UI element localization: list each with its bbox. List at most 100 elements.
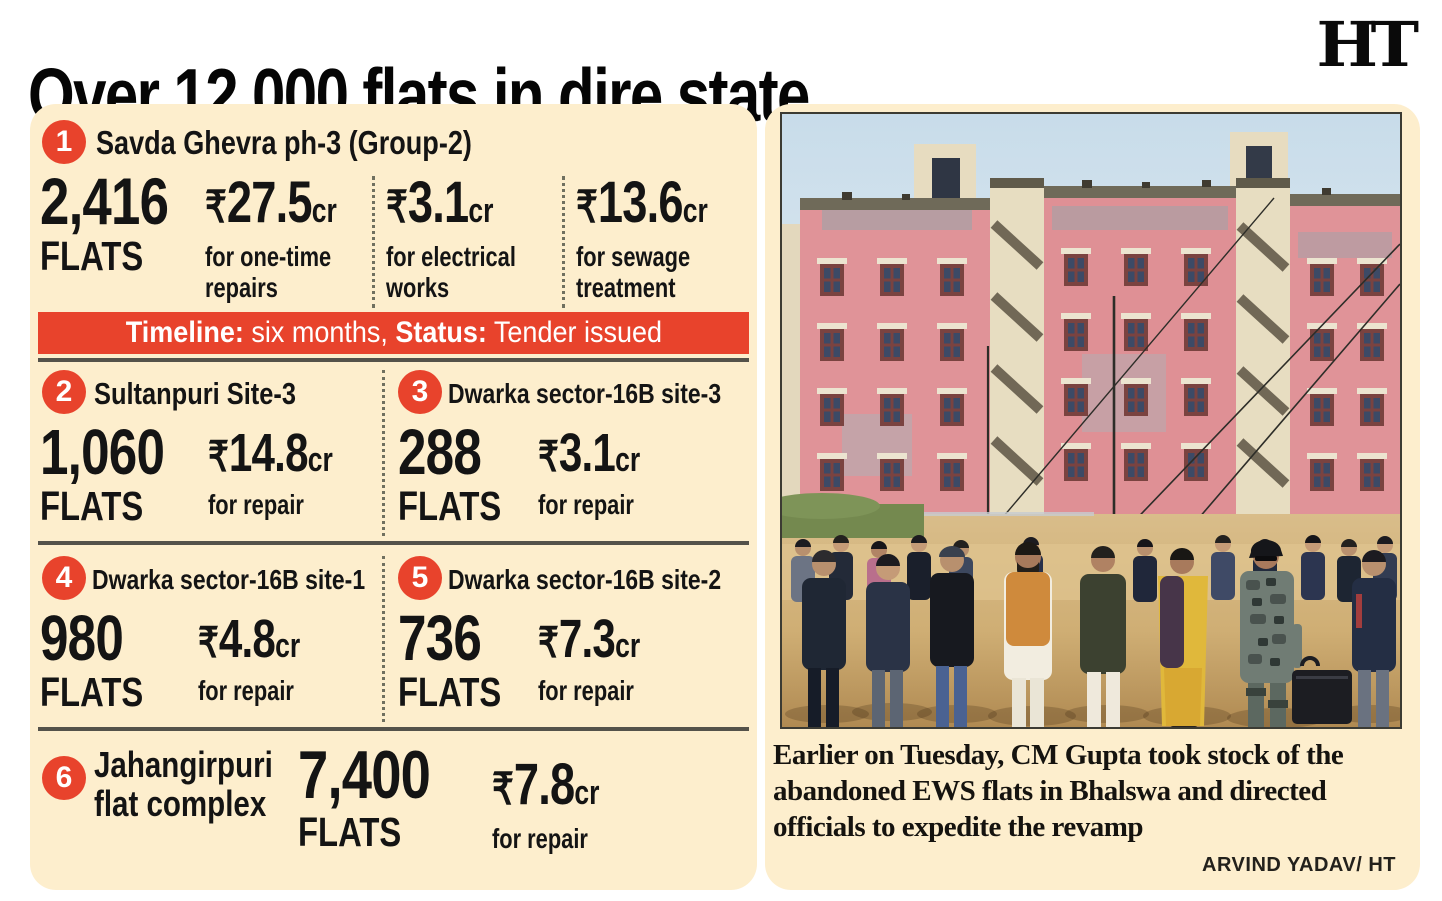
section-2-number: 2 [55,375,73,408]
site-visit-photo [780,112,1402,729]
section-6-name-line1: Jahangirpuri [94,744,273,785]
man-in-olive-jacket [1080,546,1126,727]
stats-panel: 1 Savda Ghevra ph-3 (Group-2) 2,416 FLAT… [30,104,757,890]
official-in-suit [866,554,910,727]
stat-amount: ₹3.1cr [538,423,641,483]
section-3-name: Dwarka sector-16B site-3 [448,378,722,409]
stat-desc: for repair [208,489,304,520]
section-5-number: 5 [411,561,429,594]
official-in-suit [1352,550,1396,727]
stat-amount: ₹7.3cr [538,609,641,669]
section-3-flats-count: 288 [398,416,482,488]
section-1-number: 1 [55,125,73,158]
section-5-flats-block: 736 FLATS [398,602,502,716]
section-2-flats-count: 1,060 [40,416,165,488]
section-1-stat-electrical: ₹3.1cr for electrical works [386,174,558,304]
woman-in-yellow-saree [1158,548,1208,727]
rupee-symbol: ₹ [538,433,559,480]
stat-desc: for one-time repairs [205,241,332,304]
section-5-flats-label: FLATS [398,669,502,716]
rupee-symbol: ₹ [386,183,408,232]
stat-desc: for repair [198,675,294,706]
section-5-stat: ₹7.3cr for repair [538,612,640,706]
column-divider [562,176,565,308]
stat-amount: ₹13.6cr [576,170,708,235]
section-6-flats-count: 7,400 [298,737,431,813]
stat-amount: ₹27.5cr [205,170,337,235]
rupee-symbol: ₹ [205,183,227,232]
photo-panel: Earlier on Tuesday, CM Gupta took stock … [765,104,1420,890]
section-3-flats-block: 288 FLATS [398,416,502,530]
greenery [782,493,1094,538]
stat-amount: ₹14.8cr [208,423,333,483]
timeline-status-banner: Timeline: six months, Status: Tender iss… [38,312,749,354]
section-2-stat: ₹14.8cr for repair [208,426,333,520]
rupee-symbol: ₹ [576,183,598,232]
rupee-symbol: ₹ [538,619,559,666]
section-1-number-badge: 1 [42,120,86,164]
section-4-stat: ₹4.8cr for repair [198,612,300,706]
section-2-name: Sultanpuri Site-3 [94,376,296,411]
row-divider [38,541,749,545]
roof-debris [842,180,1331,200]
section-6-name-line2: flat complex [94,782,267,824]
photo-credit: ARVIND YADAV/ HT [1202,854,1396,876]
row-divider [38,358,749,362]
stat-desc: for repair [492,823,588,854]
timeline-value: six months, [243,316,395,349]
column-divider [382,370,385,536]
status-label: Status: [394,316,487,349]
section-5-flats-count: 736 [398,602,482,674]
section-2-number-badge: 2 [42,370,86,414]
wires [986,197,1400,541]
section-4-number: 4 [55,561,73,594]
section-3-stat: ₹3.1cr for repair [538,426,640,520]
section-1-flats-label: FLATS [40,233,144,280]
official-in-suit [802,550,846,727]
column-divider [372,176,375,308]
section-6-number: 6 [55,761,73,794]
section-4-number-badge: 4 [42,556,86,600]
section-5-name: Dwarka sector-16B site-2 [448,564,722,595]
section-6-number-badge: 6 [42,756,86,800]
section-4-flats-block: 980 FLATS [40,606,144,716]
photo-illustration [782,114,1400,727]
section-6-stat: ₹7.8cr for repair [492,752,600,855]
section-1-flats-count: 2,416 [40,164,169,238]
rupee-symbol: ₹ [492,765,514,814]
abandoned-buildings [782,132,1400,544]
section-6-flats-block: 7,400 FLATS [298,737,431,855]
stat-amount: ₹3.1cr [386,170,494,235]
section-6-name: Jahangirpuri flat complex [94,744,273,824]
section-2-flats-label: FLATS [40,483,144,530]
section-1-name: Savda Ghevra ph-3 (Group-2) [96,124,472,161]
status-value: Tender issued [486,316,662,349]
section-1-stat-repairs: ₹27.5cr for one-time repairs [205,174,369,304]
banner-text: Timeline: six months, Status: Tender iss… [125,316,661,350]
stat-amount: ₹4.8cr [198,609,301,669]
section-2-flats-block: 1,060 FLATS [40,416,165,530]
stat-desc: for repair [538,489,634,520]
section-5-number-badge: 5 [398,556,442,600]
section-3-number: 3 [411,375,429,408]
stat-amount: ₹7.8cr [492,752,600,817]
section-3-flats-label: FLATS [398,483,502,530]
foreground-figures [802,539,1396,727]
section-4-flats-label: FLATS [40,669,144,716]
cm-orange-vest [1004,542,1052,727]
soldier-with-briefcase [1240,539,1352,727]
stat-desc: for repair [538,675,634,706]
section-1-stat-sewage: ₹13.6cr for sewage treatment [576,174,755,304]
section-1-flats-block: 2,416 FLATS [40,164,169,280]
stat-desc: for sewage treatment [576,241,691,304]
rupee-symbol: ₹ [198,619,219,666]
rupee-symbol: ₹ [208,433,229,480]
row-divider [38,727,749,731]
timeline-label: Timeline: [125,316,244,349]
column-divider [382,556,385,722]
photo-caption: Earlier on Tuesday, CM Gupta took stock … [773,739,1344,843]
section-6-flats-label: FLATS [298,808,402,855]
stat-desc: for electrical works [386,241,516,304]
man-in-black-jacket [930,546,974,727]
